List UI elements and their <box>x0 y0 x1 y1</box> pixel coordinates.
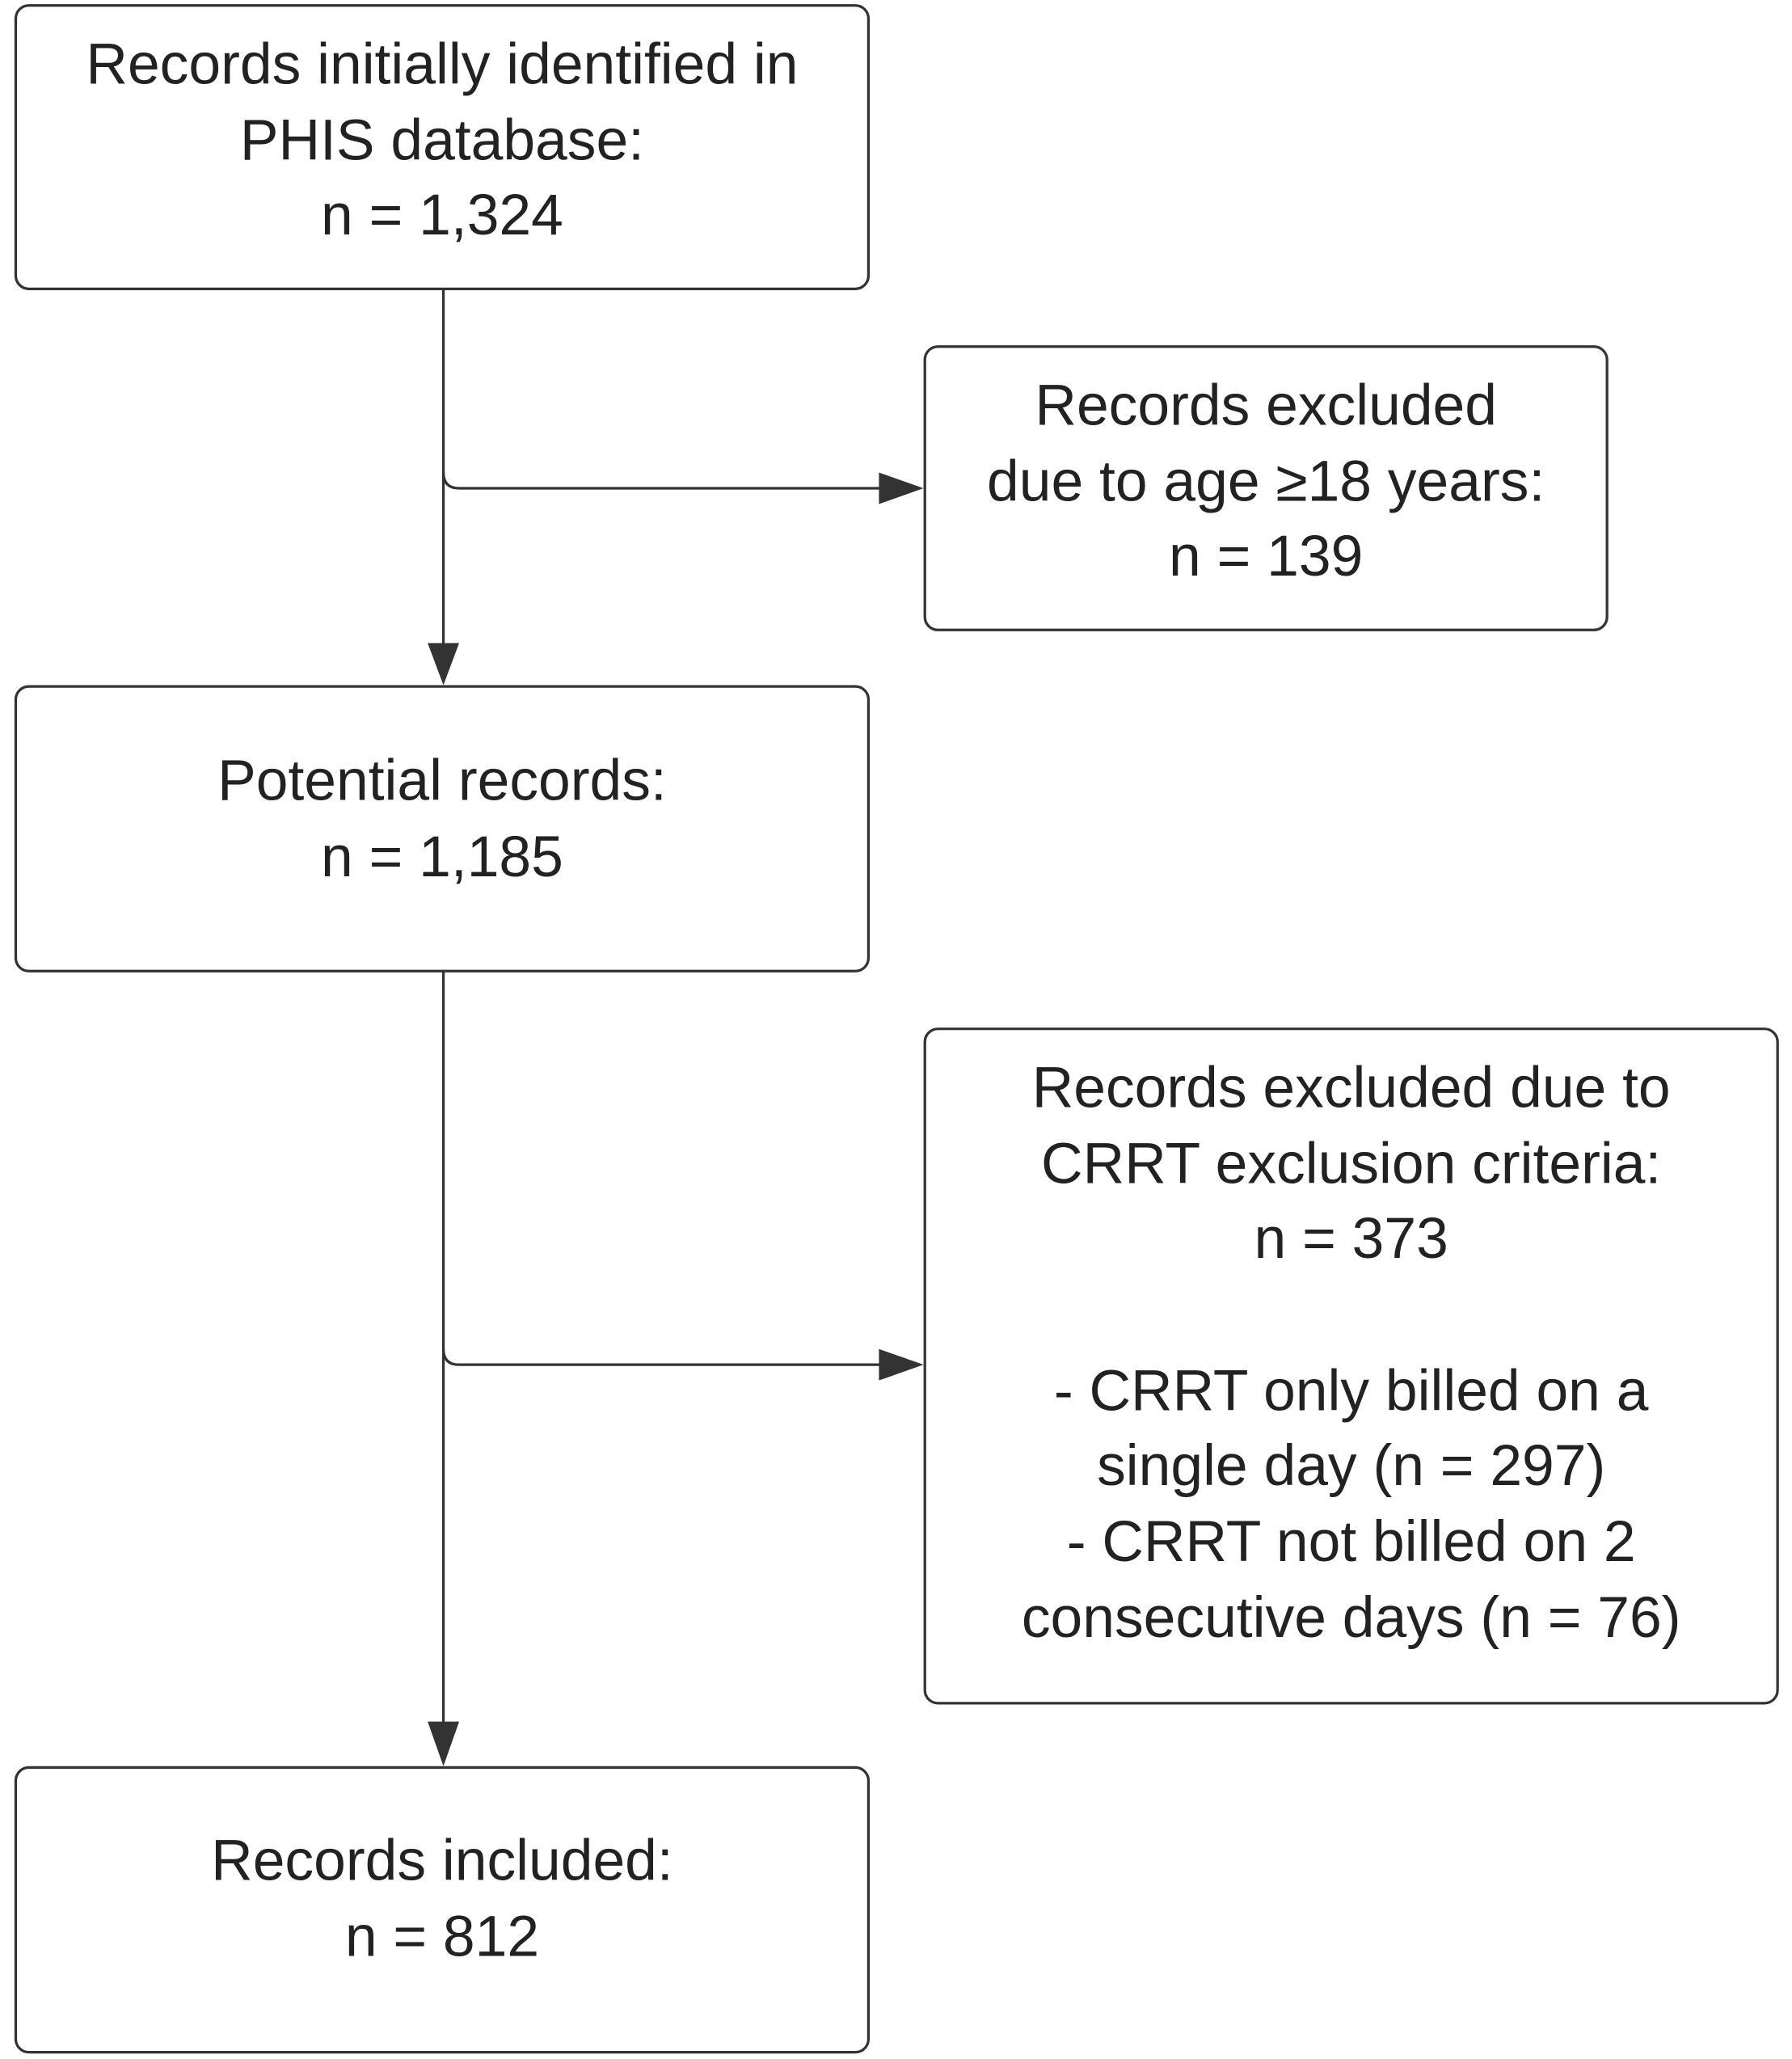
box-text: Records initially identified in <box>86 32 798 97</box>
box-text: n = 812 <box>345 1905 539 1969</box>
box-text: n = 373 <box>1254 1206 1448 1271</box>
box <box>14 1766 871 2054</box>
arrow-head <box>428 643 460 686</box>
box-text: Potential records: <box>217 749 667 813</box>
arrow-head <box>428 1721 460 1766</box>
arrow-head <box>879 472 924 504</box>
box-text: PHIS database: <box>240 108 644 173</box>
box-text: due to age ≥18 years: <box>987 449 1545 514</box>
box-text: n = 1,324 <box>321 183 563 247</box>
box <box>14 4 871 290</box>
box-text: n = 1,185 <box>321 825 563 889</box>
box <box>923 1027 1779 1705</box>
box-text: CRRT exclusion criteria: <box>1041 1132 1661 1196</box>
box-text: consecutive days (n = 76) <box>1022 1585 1681 1650</box>
box-text: n = 139 <box>1169 524 1363 589</box>
box-text: single day (n = 297) <box>1097 1433 1605 1498</box>
box-text: Records included: <box>211 1828 673 1892</box>
box <box>14 685 871 973</box>
box-text: Records excluded <box>1035 373 1497 437</box>
connector <box>441 472 886 490</box>
connector <box>441 1348 886 1366</box>
arrow-head <box>879 1348 924 1381</box>
box-text: - CRRT not billed on 2 <box>1067 1509 1636 1574</box>
box-text: Records excluded due to <box>1032 1055 1671 1120</box>
box <box>923 345 1609 631</box>
box-text: - CRRT only billed on a <box>1054 1358 1649 1423</box>
